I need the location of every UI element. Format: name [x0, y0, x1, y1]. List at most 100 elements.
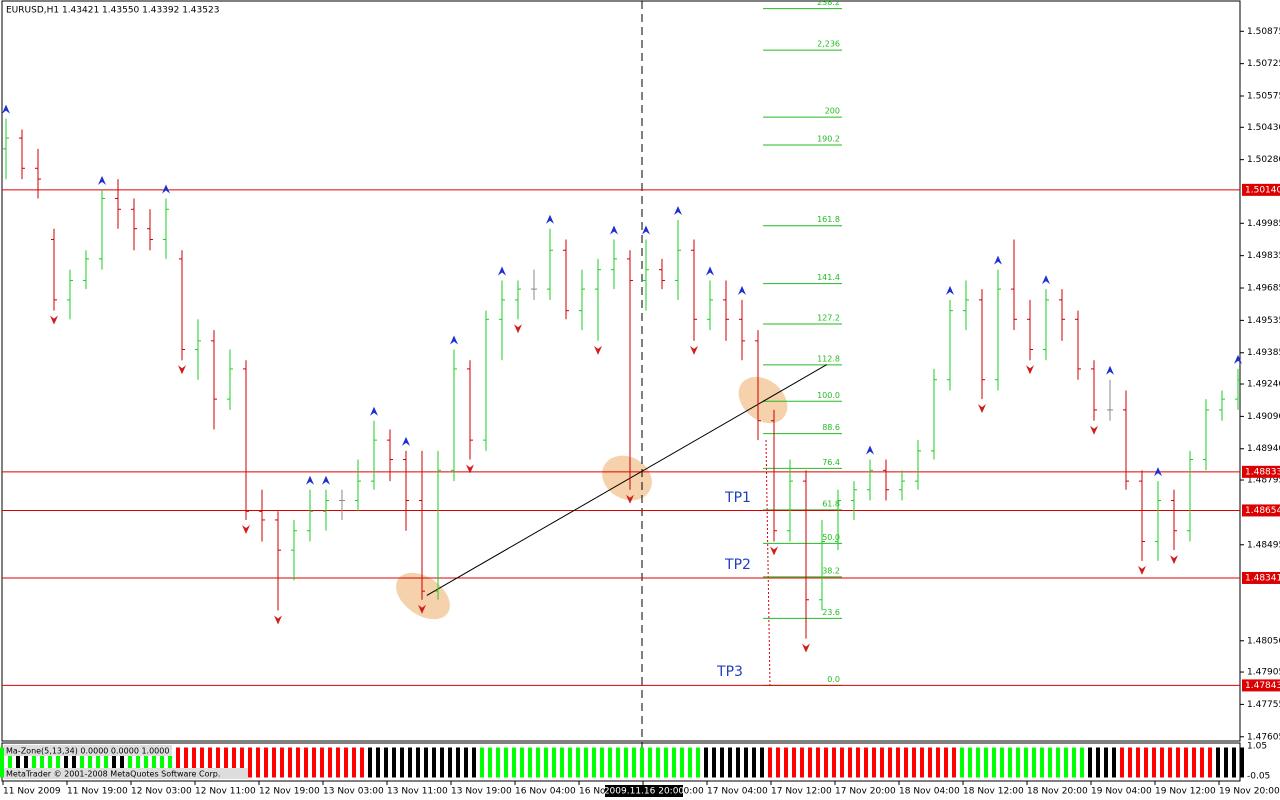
- panel-bar: [1064, 747, 1068, 778]
- panel-bar: [1096, 747, 1100, 778]
- panel-bar: [552, 747, 556, 778]
- fibo-label: 23.6: [822, 608, 840, 617]
- panel-bar: [280, 747, 284, 778]
- panel-bar: [488, 747, 492, 778]
- level-label: 1.48341: [1245, 573, 1280, 583]
- x-tick-label: 19 Nov 12:00: [1155, 787, 1216, 797]
- panel-bar: [200, 747, 204, 778]
- target-label: TP2: [724, 557, 751, 573]
- panel-bar: [1200, 747, 1204, 778]
- fractal-down: [514, 324, 522, 334]
- panel-bar: [720, 747, 724, 778]
- panel-bar: [1160, 747, 1164, 778]
- panel-bar: [1080, 747, 1084, 778]
- y-tick-label: 1.49985: [1247, 219, 1280, 229]
- panel-bar: [424, 747, 428, 778]
- panel-bar: [360, 747, 364, 778]
- fractal-down: [1090, 425, 1098, 435]
- y-tick-label: 1.47905: [1247, 668, 1280, 678]
- panel-bar: [16, 747, 20, 778]
- fractal-up: [2, 104, 10, 114]
- fibo-label: 141.4: [817, 273, 840, 282]
- panel-bar: [216, 747, 220, 778]
- panel-bar: [240, 747, 244, 778]
- panel-bar: [840, 747, 844, 778]
- plot-frame: [1, 0, 1241, 742]
- fractal-up: [706, 266, 714, 276]
- panel-bar: [160, 747, 164, 778]
- panel-bar: [192, 747, 196, 778]
- panel-bar: [168, 747, 172, 778]
- panel-bar: [384, 747, 388, 778]
- fractal-up: [610, 225, 618, 235]
- fibo-label: 112.8: [817, 354, 840, 363]
- panel-bar: [264, 747, 268, 778]
- fractal-up: [98, 175, 106, 185]
- panel-bar: [1112, 747, 1116, 778]
- panel-bar: [992, 747, 996, 778]
- panel-bar: [496, 747, 500, 778]
- fractal-down: [690, 345, 698, 355]
- x-tick-label: 18 Nov 04:00: [899, 787, 960, 797]
- panel-bar: [152, 747, 156, 778]
- fractal-up: [402, 436, 410, 446]
- panel-bar: [544, 747, 548, 778]
- panel-bar: [1128, 747, 1132, 778]
- fractal-down: [1138, 565, 1146, 575]
- panel-bar: [1136, 747, 1140, 778]
- fibo-label: 0.0: [827, 675, 840, 684]
- panel-bar: [800, 747, 804, 778]
- fractal-up: [946, 285, 954, 295]
- panel-bar: [1152, 747, 1156, 778]
- fractal-up: [994, 255, 1002, 265]
- trend-line: [426, 364, 828, 596]
- panel-tick-label: 1.05: [1247, 742, 1267, 752]
- x-tick-label: 17 Nov 20:00: [835, 787, 896, 797]
- fractal-up: [1106, 365, 1114, 375]
- fibo-label: 238.2: [817, 0, 840, 7]
- x-tick-label: 12 Nov 11:00: [195, 787, 256, 797]
- panel-bar: [896, 747, 900, 778]
- panel-bar: [88, 747, 92, 778]
- y-tick-label: 1.50725: [1247, 59, 1280, 69]
- level-tag: [1242, 679, 1280, 692]
- y-tick-label: 1.48495: [1247, 540, 1280, 550]
- panel-bar: [632, 747, 636, 778]
- cursor-label: 2009.11.16 20:00: [604, 787, 685, 797]
- fractal-down: [978, 404, 986, 414]
- panel-bar: [824, 747, 828, 778]
- panel-bar: [640, 747, 644, 778]
- y-tick-label: 1.49535: [1247, 316, 1280, 326]
- fractal-up: [162, 184, 170, 194]
- panel-bar: [32, 747, 36, 778]
- x-tick-label: 17 Nov 04:00: [707, 787, 768, 797]
- panel-bar: [664, 747, 668, 778]
- panel-bar: [968, 747, 972, 778]
- fibo-label: 127.2: [817, 313, 840, 322]
- y-tick-label: 1.50280: [1247, 155, 1280, 165]
- panel-bar: [320, 747, 324, 778]
- panel-bar: [48, 747, 52, 778]
- panel-bar: [688, 747, 692, 778]
- panel-bar: [136, 747, 140, 778]
- panel-bar: [1008, 747, 1012, 778]
- panel-bar: [400, 747, 404, 778]
- panel-bar: [392, 747, 396, 778]
- projection-line: [765, 439, 771, 688]
- panel-bar: [1176, 747, 1180, 778]
- panel-bar: [848, 747, 852, 778]
- panel-bar: [416, 747, 420, 778]
- panel-bar: [984, 747, 988, 778]
- copyright: MetaTrader © 2001-2008 MetaQuotes Softwa…: [6, 770, 220, 779]
- panel-bar: [208, 747, 212, 778]
- panel-bar: [1216, 747, 1220, 778]
- fractal-down: [178, 365, 186, 375]
- x-tick-label: 13 Nov 03:00: [323, 787, 384, 797]
- panel-bar: [736, 747, 740, 778]
- y-tick-label: 1.49240: [1247, 380, 1280, 390]
- level-label: 1.48654: [1245, 506, 1280, 516]
- panel-bar: [1088, 747, 1092, 778]
- fractal-up: [370, 406, 378, 416]
- fractal-up: [738, 285, 746, 295]
- panel-bar: [352, 747, 356, 778]
